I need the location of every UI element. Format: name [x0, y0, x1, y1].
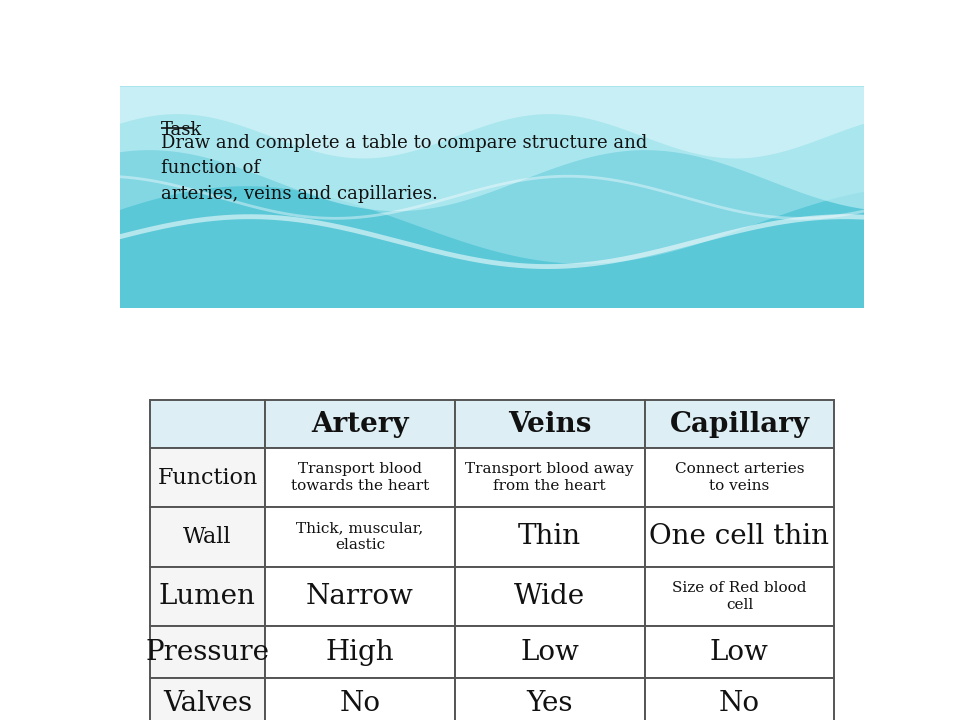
Bar — [455, 507, 644, 567]
Text: Narrow: Narrow — [306, 583, 414, 610]
Text: Transport blood away
from the heart: Transport blood away from the heart — [466, 462, 634, 493]
Text: Valves: Valves — [163, 690, 252, 717]
Bar — [265, 449, 455, 507]
Bar — [150, 626, 265, 678]
Text: Function: Function — [157, 467, 257, 489]
Polygon shape — [120, 86, 864, 158]
Polygon shape — [120, 86, 864, 211]
Text: No: No — [719, 690, 760, 717]
Bar — [265, 507, 455, 567]
Text: Veins: Veins — [508, 410, 591, 438]
Bar — [150, 449, 265, 507]
Text: Low: Low — [710, 639, 769, 666]
Bar — [455, 678, 644, 720]
Bar — [644, 567, 834, 626]
Text: Capillary: Capillary — [669, 410, 809, 438]
Text: Size of Red blood
cell: Size of Red blood cell — [672, 581, 806, 612]
Text: Yes: Yes — [526, 690, 573, 717]
Text: Lumen: Lumen — [159, 583, 256, 610]
Bar — [265, 400, 455, 449]
Bar — [455, 567, 644, 626]
Bar — [265, 678, 455, 720]
Text: Draw and complete a table to compare structure and
function of
arteries, veins a: Draw and complete a table to compare str… — [161, 133, 647, 203]
Text: High: High — [325, 639, 395, 666]
Text: Pressure: Pressure — [145, 639, 270, 666]
Text: No: No — [340, 690, 380, 717]
Bar — [455, 449, 644, 507]
Bar — [455, 400, 644, 449]
Bar — [455, 626, 644, 678]
Bar — [644, 507, 834, 567]
Bar — [150, 567, 265, 626]
Bar — [150, 400, 265, 449]
Bar — [644, 400, 834, 449]
Text: Low: Low — [520, 639, 579, 666]
Text: Task: Task — [161, 121, 203, 139]
Bar — [150, 678, 265, 720]
FancyBboxPatch shape — [120, 86, 864, 308]
Text: One cell thin: One cell thin — [649, 523, 829, 550]
Bar — [265, 567, 455, 626]
Text: Wide: Wide — [515, 583, 586, 610]
Text: Connect arteries
to veins: Connect arteries to veins — [675, 462, 804, 493]
Bar — [644, 678, 834, 720]
Bar — [644, 626, 834, 678]
Text: Thick, muscular,
elastic: Thick, muscular, elastic — [297, 521, 423, 552]
Bar — [265, 626, 455, 678]
Polygon shape — [120, 86, 864, 264]
Text: Thin: Thin — [518, 523, 581, 550]
Text: Artery: Artery — [311, 410, 409, 438]
Bar — [150, 507, 265, 567]
Text: Wall: Wall — [183, 526, 231, 548]
Text: Transport blood
towards the heart: Transport blood towards the heart — [291, 462, 429, 493]
Bar — [644, 449, 834, 507]
